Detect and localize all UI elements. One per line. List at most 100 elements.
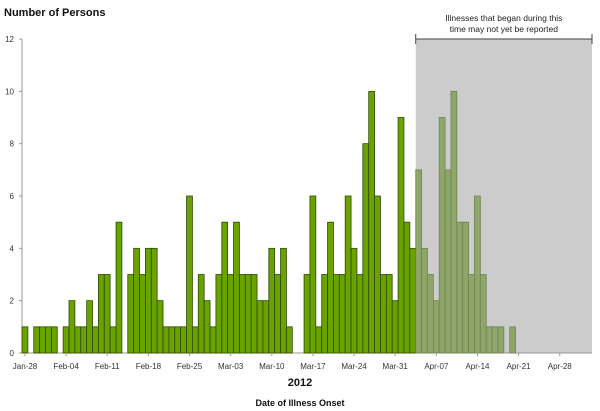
y-tick-label: 4 (10, 244, 15, 253)
bar (356, 274, 364, 354)
bar (438, 117, 446, 354)
bar (68, 300, 76, 354)
bar (139, 274, 146, 354)
bar (497, 326, 505, 354)
bar (315, 326, 323, 354)
bar (380, 274, 387, 354)
bar (415, 169, 422, 354)
x-tick-label: Feb-11 (95, 362, 120, 371)
x-tick-label: Apr-14 (465, 362, 490, 371)
x-tick-label: Feb-18 (136, 362, 162, 371)
bar (450, 90, 458, 354)
bar (92, 326, 99, 354)
bar (45, 326, 52, 354)
bar (409, 247, 417, 354)
bar (303, 274, 311, 354)
bar (391, 300, 399, 354)
bar (333, 274, 340, 354)
bar (50, 326, 58, 354)
annotation-line1: Illnesses that began during this (445, 13, 562, 23)
bar (280, 247, 287, 354)
bar (485, 326, 493, 354)
x-tick-label: Mar-17 (300, 362, 326, 371)
x-tick-label: Jan-28 (13, 362, 38, 371)
y-axis-title: Number of Persons (4, 7, 105, 19)
bar (509, 326, 517, 354)
bar (239, 274, 246, 354)
bar (215, 274, 223, 354)
x-tick-label: Mar-03 (218, 362, 244, 371)
bar (374, 195, 381, 354)
bar (186, 195, 193, 354)
x-tick-label: Feb-04 (53, 362, 79, 371)
bar (444, 169, 452, 354)
bar (221, 221, 229, 354)
x-tick-label: Mar-10 (259, 362, 285, 371)
bar (268, 247, 276, 354)
bar (327, 221, 334, 354)
bar (115, 221, 123, 354)
bar (233, 221, 240, 354)
bar (209, 326, 217, 354)
bar (97, 274, 105, 354)
x-tick-label: Apr-28 (548, 362, 573, 371)
bar (168, 326, 176, 354)
bar (432, 300, 440, 354)
y-tick-label: 12 (5, 35, 14, 44)
y-tick-label: 10 (5, 87, 14, 96)
bar (338, 274, 346, 354)
bar (203, 300, 211, 354)
bar (180, 326, 187, 354)
bar (321, 274, 328, 354)
bar (80, 326, 88, 354)
bar (127, 274, 135, 354)
x-tick-label: Mar-31 (383, 362, 409, 371)
bar (256, 300, 264, 354)
bar (103, 274, 111, 354)
y-tick-label: 6 (10, 192, 15, 201)
bar (174, 326, 182, 354)
bar (39, 326, 46, 354)
bar (344, 195, 352, 354)
x-tick-label: Mar-24 (341, 362, 367, 371)
bar (350, 247, 358, 354)
bar (274, 274, 281, 354)
bar (474, 195, 481, 354)
bar (427, 274, 434, 354)
bar (421, 247, 428, 354)
annotation-line2: time may not yet be reported (450, 24, 558, 34)
bar (62, 326, 70, 354)
bar (397, 117, 405, 354)
y-tick-label: 8 (10, 140, 15, 149)
bar (109, 326, 117, 354)
bar (491, 326, 499, 354)
x-tick-label: Apr-07 (424, 362, 449, 371)
bar (162, 326, 170, 354)
y-tick-label: 2 (10, 297, 15, 306)
x-tick-label: Apr-21 (507, 362, 532, 371)
bar (150, 247, 158, 354)
bar (368, 90, 375, 354)
bar (156, 300, 164, 354)
bar (74, 326, 82, 354)
bar (33, 326, 41, 354)
bar (262, 300, 270, 354)
bar (244, 274, 252, 354)
bar (385, 274, 393, 354)
bar (462, 221, 469, 354)
bar (227, 274, 234, 354)
bar (145, 247, 152, 354)
bar (250, 274, 258, 354)
bar (362, 143, 370, 354)
bar (133, 247, 140, 354)
bar (86, 300, 93, 354)
bar (197, 274, 205, 354)
bar (456, 221, 464, 354)
bar (309, 195, 317, 354)
bar (192, 326, 199, 354)
bar (403, 221, 411, 354)
bar (468, 274, 475, 354)
bar (479, 274, 487, 354)
